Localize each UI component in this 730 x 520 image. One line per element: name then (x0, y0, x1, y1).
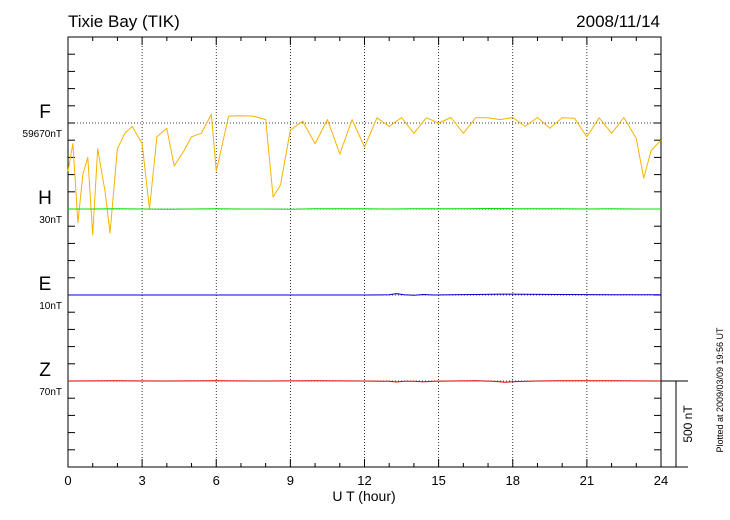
x-tick-label: 21 (580, 473, 594, 488)
series-label-e: E (39, 274, 52, 295)
plotted-note: Plotted at 2009/03/09 19:56 UT (715, 327, 725, 453)
series-scale-z: 70nT (39, 387, 62, 398)
trace-h (68, 208, 661, 210)
axis-ticks (67, 36, 662, 468)
series-label-h: H (38, 188, 52, 209)
trace-e (68, 293, 662, 296)
scale-bar-label: 500 nT (681, 405, 695, 443)
scale-bar: 500 nT (661, 380, 695, 468)
x-tick-label: 24 (654, 473, 668, 488)
series-labels: F 59670nT H 30nT E 10nT Z 70nT (23, 102, 62, 398)
date-title: 2008/11/14 (576, 12, 660, 31)
x-tick-label: 6 (213, 473, 220, 488)
series-scale-h: 30nT (39, 215, 62, 226)
x-tick-labels: 0 3 6 9 12 15 18 21 24 (64, 473, 668, 488)
plot-frame (67, 36, 662, 468)
trace-z (67, 380, 662, 383)
trace-f (67, 113, 662, 236)
x-tick-label: 9 (287, 473, 294, 488)
station-title: Tixie Bay (TIK) (68, 12, 180, 31)
x-tick-label: 12 (357, 473, 371, 488)
baselines (68, 122, 661, 382)
x-tick-label: 0 (64, 473, 71, 488)
x-tick-label: 18 (506, 473, 520, 488)
series-label-z: Z (39, 360, 51, 381)
x-tick-label: 3 (139, 473, 146, 488)
traces (67, 113, 662, 383)
series-scale-f: 59670nT (23, 129, 62, 140)
series-scale-e: 10nT (39, 301, 62, 312)
x-axis-label: U T (hour) (332, 488, 395, 504)
x-tick-label: 15 (431, 473, 445, 488)
grid-lines (141, 37, 588, 467)
series-label-f: F (39, 102, 51, 123)
